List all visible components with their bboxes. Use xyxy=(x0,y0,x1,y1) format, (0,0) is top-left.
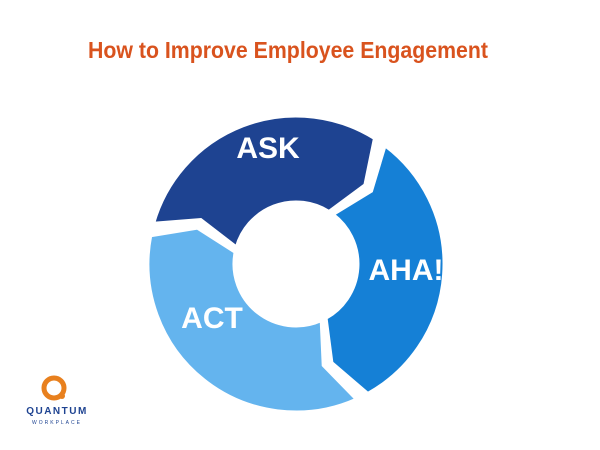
cycle-diagram: ASK AHA! ACT xyxy=(146,114,446,414)
logo-name: QUANTUM xyxy=(26,406,88,417)
logo-tagline: WORKPLACE xyxy=(32,420,82,426)
cycle-segment xyxy=(324,143,446,396)
logo: QUANTUM WORKPLACE xyxy=(26,375,88,426)
segment-label: AHA! xyxy=(369,254,444,287)
logo-mark-dot xyxy=(59,393,65,399)
cycle-segment xyxy=(151,114,377,250)
segment-label: ASK xyxy=(236,132,300,165)
segment-label: ACT xyxy=(181,302,243,335)
title: How to Improve Employee Engagement xyxy=(88,37,488,63)
logo-mark xyxy=(41,375,67,401)
cycle-segment xyxy=(146,226,359,414)
